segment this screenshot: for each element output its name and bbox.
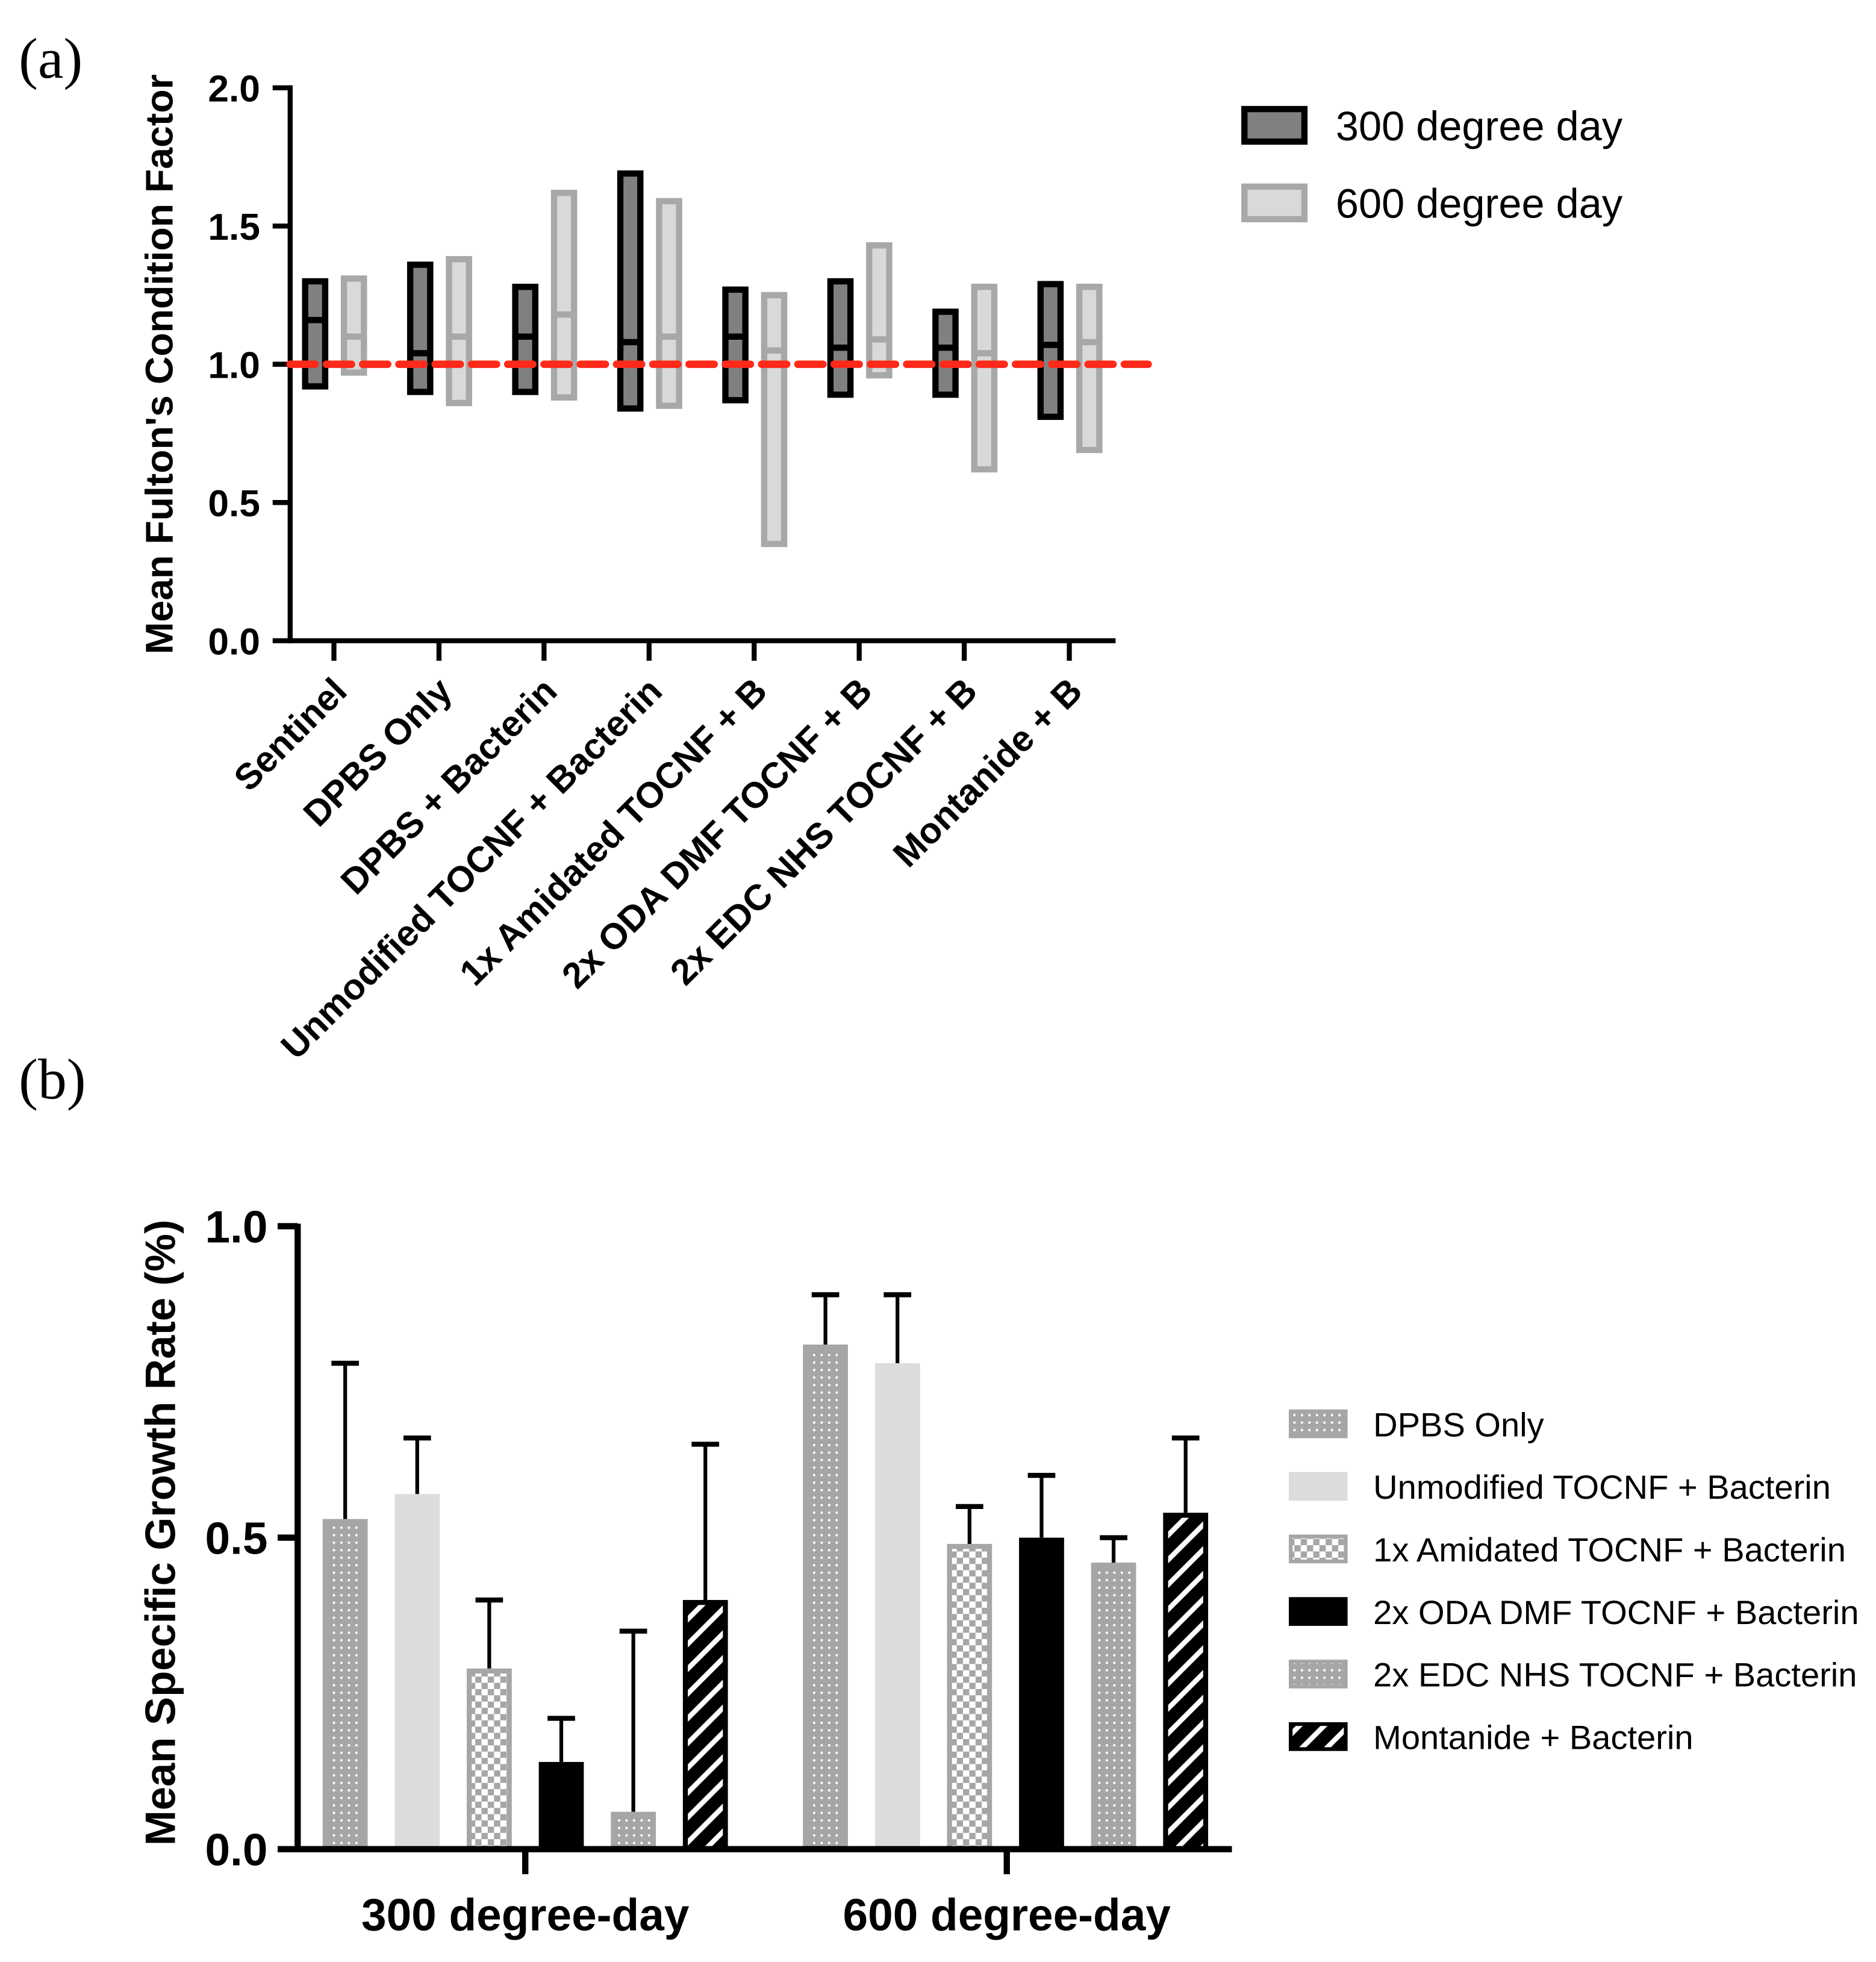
range-bar [827, 278, 854, 398]
bar [322, 1519, 368, 1852]
bar [467, 1668, 512, 1852]
range-bar [340, 275, 367, 376]
x-tick-label: 300 degree-day [361, 1890, 690, 1940]
legend-label: Unmodified TOCNF + Bacterin [1373, 1468, 1831, 1506]
range-bar [761, 292, 788, 548]
legend-label: Montanide + Bacterin [1373, 1719, 1693, 1757]
legend-swatch [1241, 183, 1308, 223]
y-tick-label: 0.0 [208, 621, 260, 663]
legend-swatch [1289, 1597, 1348, 1626]
range-bar [302, 278, 329, 390]
bar [611, 1811, 656, 1852]
y-tick-label: 1.0 [205, 1202, 267, 1252]
bar [874, 1363, 920, 1852]
y-tick-label: 2.0 [208, 69, 260, 110]
bar [1091, 1562, 1136, 1852]
legend-label: DPBS Only [1373, 1405, 1544, 1443]
range-bar [446, 256, 472, 407]
bar [394, 1494, 440, 1852]
y-tick-label: 0.5 [208, 483, 260, 525]
bar [947, 1543, 993, 1852]
range-bar [407, 261, 434, 395]
range-bar [866, 242, 893, 379]
legend-label: 300 degree day [1336, 103, 1623, 149]
x-tick-label: Montanide + B [885, 670, 1089, 875]
legend-swatch [1289, 1660, 1348, 1689]
y-tick-label: 0.5 [205, 1513, 267, 1564]
range-bar [1037, 281, 1064, 420]
y-tick-label: 0.0 [205, 1825, 267, 1875]
chart-a: 0.0 0.5 1.0 1.5 2.0 Mean Fulton's Condition F… [138, 69, 1623, 1067]
x-tick-label: 600 degree-day [843, 1890, 1171, 1940]
range-bar [1076, 284, 1103, 454]
y-axis-label: Mean Fulton's Condition Factor [138, 74, 181, 654]
legend-label: 2x ODA DMF TOCNF + Bacterin [1373, 1593, 1859, 1631]
bar [1019, 1537, 1064, 1852]
legend-swatch [1241, 105, 1308, 145]
legend-label: 1x Amidated TOCNF + Bacterin [1373, 1531, 1846, 1569]
bar [1163, 1513, 1209, 1852]
legend-swatch [1289, 1534, 1348, 1564]
y-axis-label: Mean Specific Growth Rate (%) [137, 1220, 184, 1846]
bar [803, 1345, 848, 1852]
bar [682, 1600, 728, 1852]
legend-label: 600 degree day [1336, 181, 1623, 227]
range-bar [656, 198, 682, 409]
x-tick-label: Unmodified TOCNF + Bacterin [273, 670, 670, 1067]
panel-label-b: (b) [19, 1048, 86, 1111]
bar [538, 1761, 584, 1852]
range-bar [932, 308, 959, 398]
y-tick-label: 1.5 [208, 207, 260, 248]
legend-swatch [1289, 1722, 1348, 1751]
legend-swatch [1289, 1409, 1348, 1439]
chart-b: 0.0 0.5 1.0 Mean Specific Growth Rate (%) 30… [137, 1202, 1859, 1940]
legend-swatch [1289, 1472, 1348, 1501]
legend-label: 2x EDC NHS TOCNF + Bacterin [1373, 1656, 1857, 1694]
range-bar [971, 284, 998, 473]
y-tick-label: 1.0 [208, 345, 260, 387]
panel-label-a: (a) [19, 27, 83, 90]
range-bar [617, 170, 644, 412]
range-bar [722, 286, 749, 404]
